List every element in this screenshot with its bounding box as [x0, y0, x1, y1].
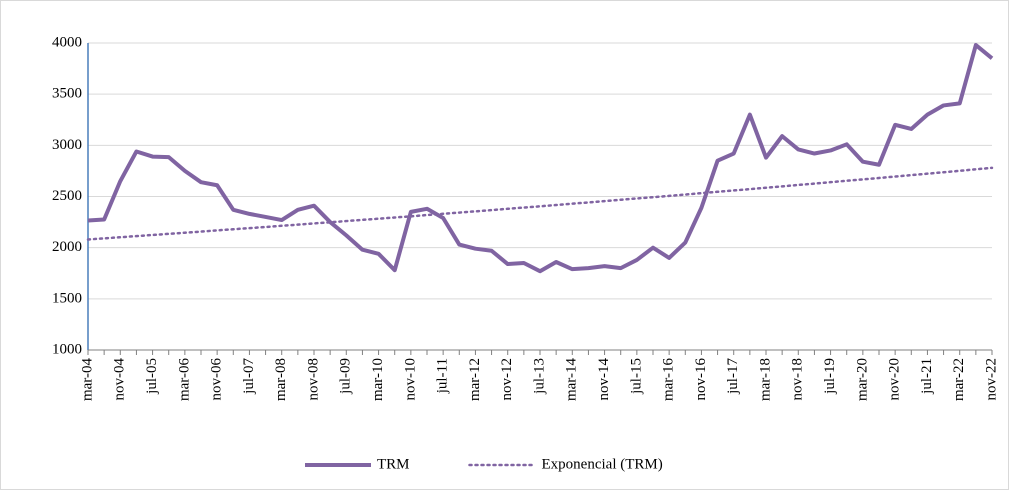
x-tick-label: nov-22: [983, 358, 999, 401]
y-tick-label: 2500: [52, 188, 82, 204]
x-tick-label: nov-10: [402, 358, 418, 401]
x-tick-label: nov-20: [887, 358, 903, 401]
x-tick-label: mar-10: [370, 358, 386, 401]
x-tick-label: jul-15: [628, 358, 644, 395]
x-tick-label: mar-04: [79, 358, 95, 402]
x-tick-label: jul-19: [822, 358, 838, 395]
x-tick-label: nov-06: [209, 358, 225, 401]
x-tick-label: mar-08: [273, 358, 289, 401]
x-tick-label: mar-22: [951, 358, 967, 401]
x-tick-label: nov-16: [693, 358, 709, 401]
x-tick-label: jul-09: [338, 358, 354, 395]
x-tick-label: nov-04: [112, 358, 128, 401]
y-tick-label: 1500: [52, 290, 82, 306]
y-tick-label: 3500: [52, 86, 82, 102]
legend-label: TRM: [377, 456, 410, 472]
x-tick-label: mar-12: [467, 358, 483, 401]
legend-label: Exponencial (TRM): [542, 456, 663, 472]
x-tick-label: mar-18: [757, 358, 773, 401]
x-tick-label: jul-07: [241, 358, 257, 395]
y-tick-label: 3000: [52, 137, 82, 153]
y-tick-label: 1000: [52, 341, 82, 357]
x-tick-label: mar-16: [661, 358, 677, 402]
x-tick-label: jul-11: [435, 358, 451, 394]
x-tick-label: nov-12: [499, 358, 515, 401]
x-tick-label: mar-20: [854, 358, 870, 401]
x-tick-label: jul-21: [919, 358, 935, 395]
x-tick-label: jul-13: [531, 358, 547, 395]
x-tick-label: mar-06: [176, 358, 192, 402]
x-tick-label: nov-08: [305, 358, 321, 401]
x-tick-label: jul-05: [144, 358, 160, 395]
x-tick-label: nov-14: [596, 358, 612, 401]
x-tick-label: jul-17: [725, 358, 741, 395]
y-tick-label: 4000: [52, 34, 82, 50]
y-tick-label: 2000: [52, 239, 82, 255]
x-tick-label: nov-18: [790, 358, 806, 401]
data-line: [87, 43, 994, 274]
x-tick-label: mar-14: [564, 358, 580, 402]
trend-line: [86, 166, 994, 241]
